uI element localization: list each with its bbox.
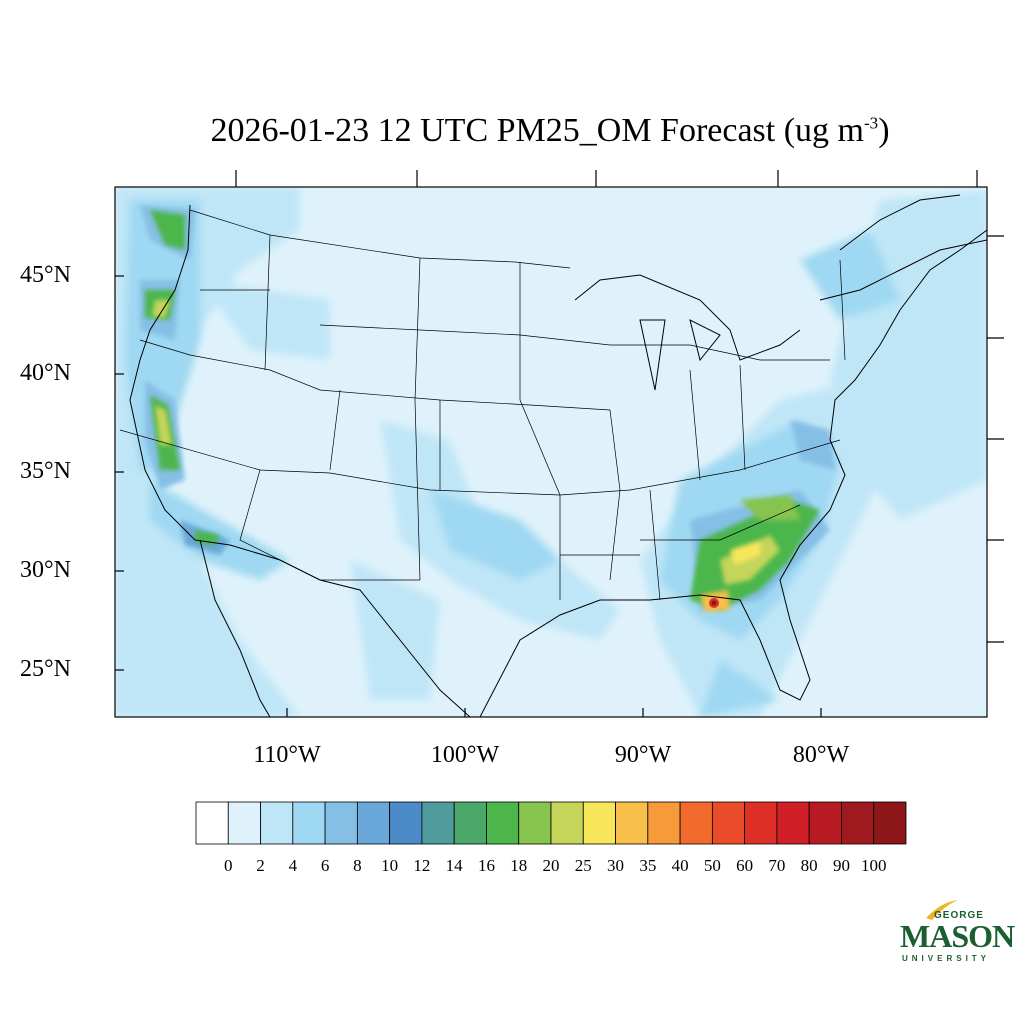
colorbar-tick-label: 40 bbox=[671, 856, 689, 875]
colorbar-tick-label: 6 bbox=[320, 856, 330, 875]
colorbar-tick-label: 12 bbox=[413, 856, 431, 875]
colorbar-tick-label: 50 bbox=[703, 856, 721, 875]
lat-label-30n: 30°N bbox=[20, 557, 71, 583]
colorbar-swatch bbox=[711, 801, 746, 845]
lon-label-100w: 100°W bbox=[430, 742, 500, 768]
colorbar-swatch bbox=[744, 801, 778, 845]
colorbar-swatch bbox=[356, 801, 391, 845]
lat-label-40n: 40°N bbox=[20, 360, 71, 386]
colorbar-swatch bbox=[486, 801, 520, 845]
gmu-logo: GEORGE MASON UNIVERSITY bbox=[896, 898, 1015, 968]
logo-swoosh-icon bbox=[926, 900, 958, 920]
colorbar-tick-label: 4 bbox=[288, 856, 298, 875]
colorbar-swatch bbox=[195, 801, 229, 845]
logo-university-text: UNIVERSITY bbox=[902, 954, 991, 963]
colorbar-tick-label: 80 bbox=[800, 856, 818, 875]
colorbar-swatch bbox=[615, 801, 649, 845]
colorbar-swatch bbox=[647, 801, 681, 845]
lon-label-110w: 110°W bbox=[253, 742, 321, 768]
colorbar bbox=[195, 801, 907, 845]
colorbar-swatch bbox=[841, 801, 875, 845]
colorbar-tick-label: 25 bbox=[574, 856, 592, 875]
axis-ticks bbox=[115, 170, 1004, 717]
state-boundaries bbox=[119, 209, 846, 601]
coastline bbox=[129, 194, 987, 717]
colorbar-tick-label: 20 bbox=[542, 856, 560, 875]
colorbar-tick-label: 30 bbox=[607, 856, 625, 875]
logo-mason-text: MASON bbox=[900, 918, 1015, 954]
colorbar-tick-label: 100 bbox=[860, 856, 887, 875]
lat-label-35n: 35°N bbox=[20, 458, 71, 484]
colorbar-swatch bbox=[776, 801, 810, 845]
colorbar-tick-label: 90 bbox=[832, 856, 850, 875]
colorbar-swatch bbox=[518, 801, 552, 845]
colorbar-swatch bbox=[421, 801, 455, 845]
colorbar-tick-label: 2 bbox=[256, 856, 265, 875]
title-closing: ) bbox=[878, 112, 890, 149]
lon-label-90w: 90°W bbox=[614, 742, 672, 768]
lat-label-25n: 25°N bbox=[20, 656, 71, 682]
colorbar-tick-label: 16 bbox=[477, 856, 495, 875]
colorbar-swatch bbox=[582, 801, 616, 845]
title-text: 2026-01-23 12 UTC PM25_OM Forecast (ug m bbox=[210, 112, 865, 149]
logo-george-text: GEORGE bbox=[934, 910, 984, 921]
map-title: 2026-01-23 12 UTC PM25_OM Forecast (ug m… bbox=[0, 112, 1024, 150]
colorbar-tick-label: 60 bbox=[736, 856, 754, 875]
lat-label-45n: 45°N bbox=[20, 262, 71, 288]
colorbar-swatch bbox=[260, 801, 294, 845]
colorbar-swatch bbox=[550, 801, 584, 845]
colorbar-swatch bbox=[324, 801, 358, 845]
colorbar-tick-label: 10 bbox=[381, 856, 399, 875]
concentration-field bbox=[115, 187, 987, 717]
colorbar-swatch bbox=[873, 801, 907, 845]
colorbar-tick-label: 0 bbox=[224, 856, 233, 875]
title-superscript: -3 bbox=[864, 113, 879, 133]
colorbar-swatch bbox=[808, 801, 842, 845]
map-frame bbox=[114, 186, 988, 718]
low-concentration-areas bbox=[115, 187, 987, 717]
colorbar-tick-label: 8 bbox=[353, 856, 362, 875]
colorbar-swatch bbox=[389, 801, 423, 845]
colorbar-tick-label: 70 bbox=[768, 856, 786, 875]
colorbar-swatch bbox=[453, 801, 487, 845]
colorbar-tick-label: 18 bbox=[510, 856, 528, 875]
colorbar-swatch bbox=[679, 801, 713, 845]
colorbar-tick-label: 14 bbox=[445, 856, 463, 875]
colorbar-swatch bbox=[292, 801, 326, 845]
colorbar-tick-label: 35 bbox=[639, 856, 657, 875]
lon-label-80w: 80°W bbox=[792, 742, 850, 768]
colorbar-swatch bbox=[227, 801, 261, 845]
